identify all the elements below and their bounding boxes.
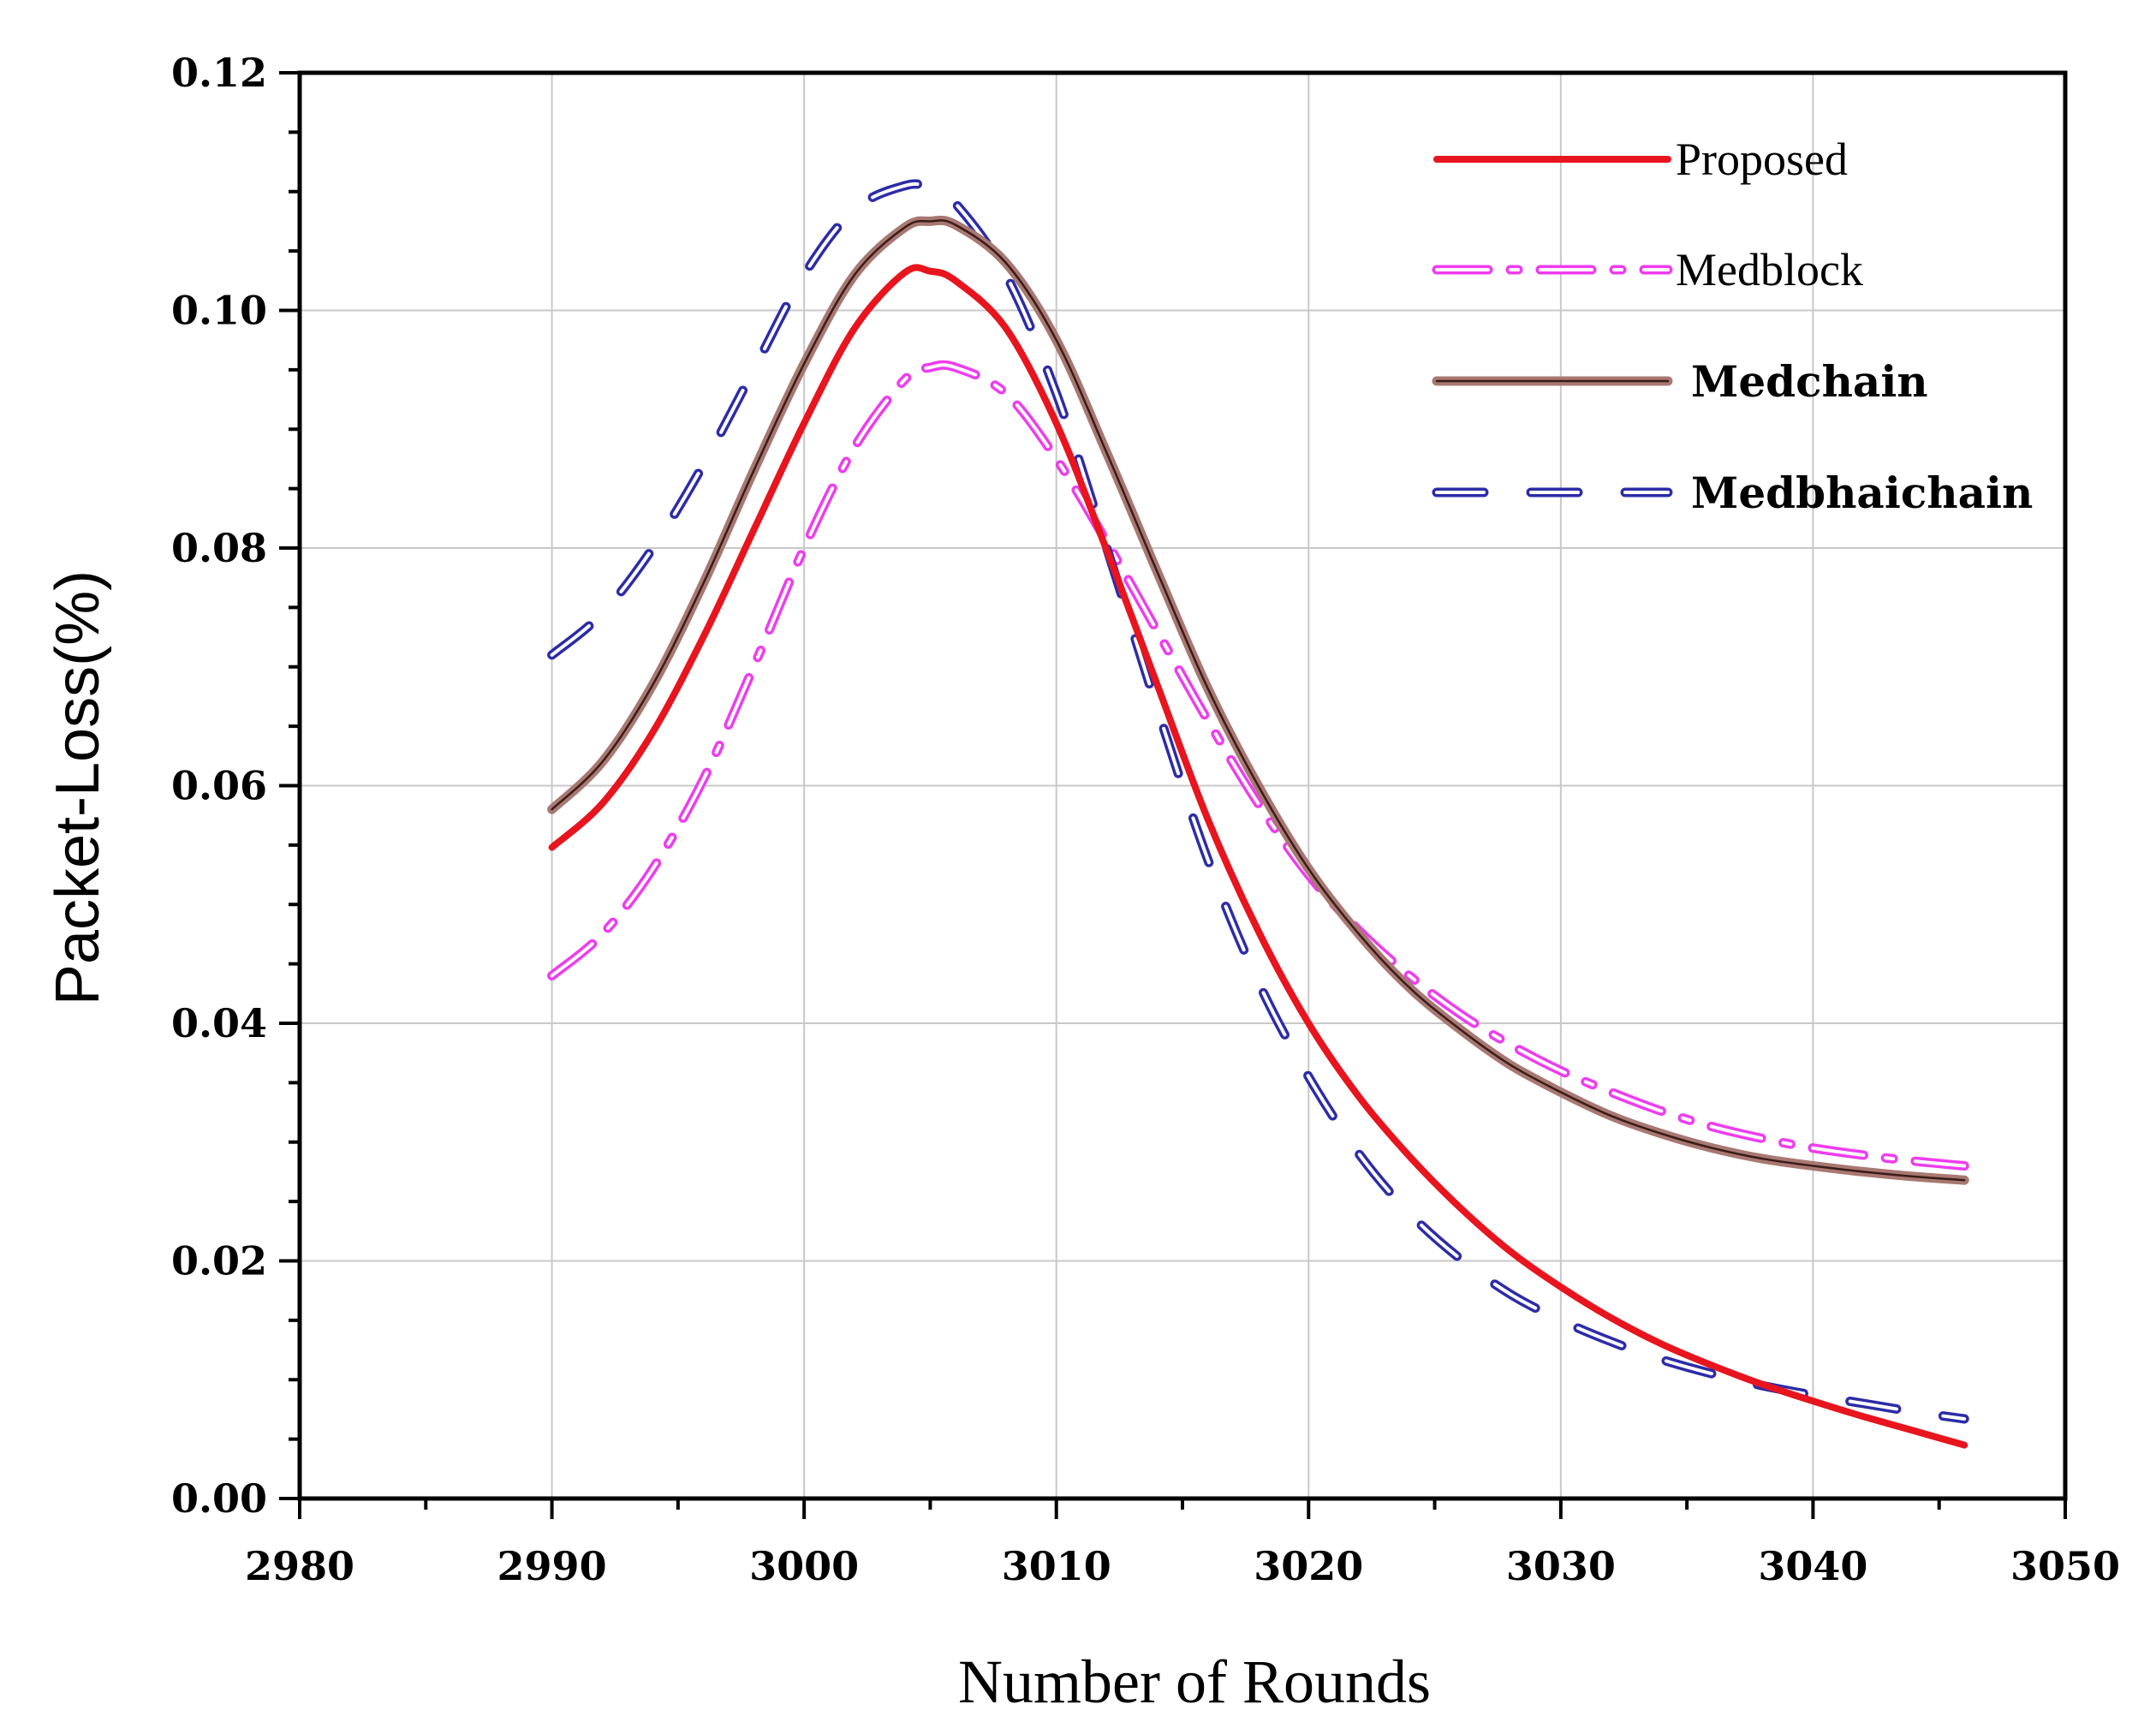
x-tick-label: 3050 xyxy=(2010,1543,2120,1589)
x-axis-title: Number of Rounds xyxy=(958,1648,1431,1716)
legend-item-medblock: Medblock xyxy=(1432,244,1863,295)
y-tick-label: 0.10 xyxy=(171,288,267,334)
series-medbhaichain xyxy=(547,179,1969,1424)
legend-item-medchain: Medchain xyxy=(1432,356,1928,407)
legend-label-proposed: Proposed xyxy=(1676,134,1848,185)
series-medchain xyxy=(547,215,1969,1185)
grid-lines xyxy=(300,73,2065,1499)
legend-label-medchain: Medchain xyxy=(1691,356,1928,407)
y-tick-label: 0.12 xyxy=(171,50,267,96)
x-tick-label: 2980 xyxy=(245,1543,354,1589)
series-medbhaichain-line-inner xyxy=(550,182,1967,1421)
x-tick-label: 3000 xyxy=(749,1543,859,1589)
axis-ticks xyxy=(279,71,2067,1519)
y-axis-title: Packet-Loss(%) xyxy=(44,570,112,1005)
legend-label-medbhaichain: Medbhaichain xyxy=(1691,468,2033,518)
y-tick-label: 0.06 xyxy=(171,763,267,809)
series-proposed-line xyxy=(548,264,1968,1449)
data-series xyxy=(547,179,1969,1449)
y-tick-label: 0.04 xyxy=(171,1000,267,1046)
y-tick-label: 0.00 xyxy=(171,1475,267,1522)
series-medblock-line-inner xyxy=(550,363,1967,1168)
series-medblock xyxy=(547,360,1969,1171)
x-tick-label: 2990 xyxy=(497,1543,607,1589)
legend: Proposed Medblock Medchain Medbhaichain xyxy=(1432,134,2033,518)
y-tick-label: 0.08 xyxy=(171,525,267,571)
x-tick-label: 3030 xyxy=(1506,1543,1616,1589)
tick-labels: 2980 2990 3000 3010 3020 3030 3040 3050 0.00 0.02… xyxy=(171,50,2120,1589)
x-tick-label: 3040 xyxy=(1758,1543,1867,1589)
legend-item-proposed: Proposed xyxy=(1433,134,1848,185)
series-proposed xyxy=(548,264,1968,1449)
legend-item-medbhaichain: Medbhaichain xyxy=(1432,468,2033,518)
x-tick-label: 3010 xyxy=(1002,1543,1111,1589)
series-medchain-line-inner xyxy=(551,219,1966,1182)
y-tick-label: 0.02 xyxy=(171,1238,267,1284)
x-tick-label: 3020 xyxy=(1254,1543,1363,1589)
legend-label-medblock: Medblock xyxy=(1676,244,1863,295)
